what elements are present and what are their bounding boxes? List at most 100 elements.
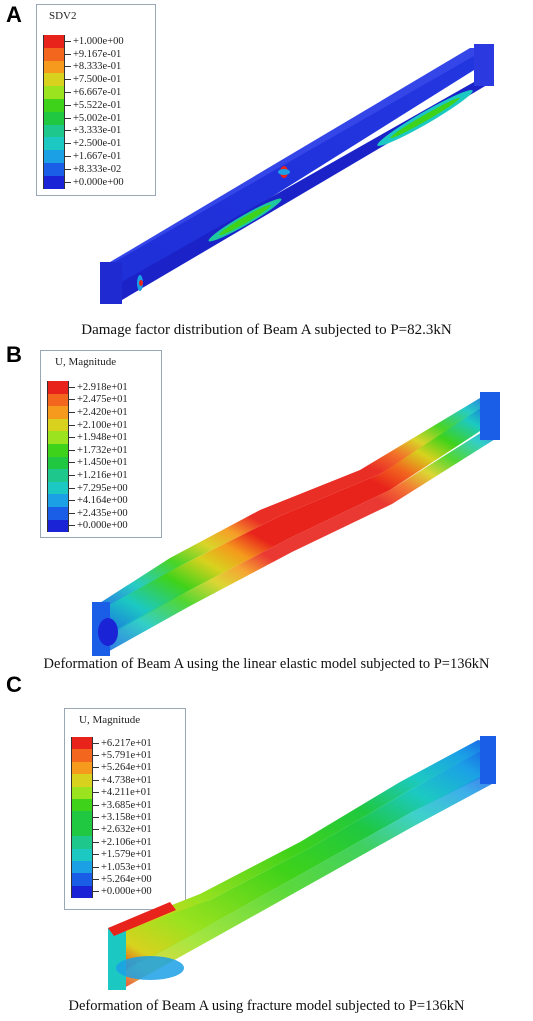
legend-swatch bbox=[71, 861, 93, 874]
legend-swatch bbox=[71, 836, 93, 849]
legend-tick bbox=[65, 156, 71, 158]
legend-swatch bbox=[71, 873, 93, 886]
legend-swatch bbox=[71, 774, 93, 787]
legend-row: +5.002e-01 bbox=[43, 111, 122, 125]
legend-box: SDV2 +1.000e+00 +9.167e-01 +8.333e-01 +7.50… bbox=[36, 4, 156, 196]
legend-tick bbox=[93, 891, 99, 893]
legend-tick bbox=[65, 168, 71, 170]
legend-swatch bbox=[43, 47, 65, 61]
legend-row: +5.522e-01 bbox=[43, 99, 121, 112]
legend-row: +5.791e+01 bbox=[71, 749, 152, 762]
legend-row: +1.579e+01 bbox=[71, 848, 152, 861]
legend-swatch bbox=[43, 73, 65, 87]
legend-value: +8.333e-02 bbox=[73, 163, 122, 175]
legend-row: +4.211e+01 bbox=[71, 786, 152, 799]
legend-value: +6.217e+01 bbox=[101, 737, 152, 749]
legend-tick bbox=[65, 92, 71, 94]
legend-row: +2.918e+01 bbox=[47, 381, 128, 394]
legend-value: +4.211e+01 bbox=[101, 787, 152, 799]
legend-row: +1.053e+01 bbox=[71, 861, 152, 874]
legend-row: +5.264e+00 bbox=[71, 873, 152, 886]
legend-value: +2.500e-01 bbox=[73, 138, 122, 150]
legend-value: +1.000e+00 bbox=[73, 35, 124, 47]
legend-value: +2.100e+01 bbox=[77, 419, 128, 431]
legend-tick bbox=[93, 817, 99, 819]
legend-row: +1.450e+01 bbox=[47, 456, 128, 470]
caption: Damage factor distribution of Beam A sub… bbox=[81, 322, 452, 338]
legend-swatch bbox=[43, 111, 65, 125]
legend-row: +1.732e+01 bbox=[47, 444, 128, 457]
legend-tick bbox=[69, 437, 75, 439]
legend-swatch bbox=[71, 749, 93, 762]
legend-tick bbox=[93, 866, 99, 868]
legend-value: +3.158e+01 bbox=[101, 812, 152, 824]
beam-web bbox=[104, 56, 490, 292]
legend-row: +3.333e-01 bbox=[43, 124, 122, 138]
legend-value: +1.667e-01 bbox=[73, 151, 122, 163]
legend-row: +7.295e+00 bbox=[47, 481, 128, 495]
legend-tick bbox=[65, 181, 71, 183]
legend-value: +6.667e-01 bbox=[73, 87, 122, 99]
legend-value: +2.632e+01 bbox=[101, 824, 152, 836]
legend-value: +3.333e-01 bbox=[73, 125, 122, 137]
beam-bottom-flange bbox=[120, 772, 492, 988]
legend-row: +2.106e+01 bbox=[71, 836, 152, 849]
legend-swatch bbox=[43, 99, 65, 112]
legend-tick bbox=[93, 854, 99, 856]
legend-value: +5.264e+00 bbox=[101, 874, 152, 886]
beam-top-flange bbox=[108, 740, 494, 934]
legend-swatch bbox=[71, 811, 93, 824]
legend-value: +1.579e+01 bbox=[101, 849, 152, 861]
legend-swatch bbox=[71, 737, 93, 750]
legend-swatch bbox=[47, 469, 69, 482]
panel-letter: B bbox=[6, 342, 22, 367]
legend-swatch bbox=[71, 823, 93, 837]
legend-row: +5.264e+01 bbox=[71, 761, 152, 775]
legend-row: +4.738e+01 bbox=[71, 774, 152, 787]
legend-row: +2.632e+01 bbox=[71, 823, 152, 837]
legend-tick bbox=[69, 487, 75, 489]
legend-swatch bbox=[47, 393, 69, 407]
legend-row: +1.667e-01 bbox=[43, 150, 121, 163]
legend-swatch bbox=[47, 381, 69, 394]
legend-swatch bbox=[47, 418, 69, 432]
legend-tick bbox=[93, 792, 99, 794]
legend-value: +5.002e-01 bbox=[73, 112, 122, 124]
panel-b: B U, Magnitude +2.918e+01 +2.475e+01 +2.42… bbox=[0, 340, 533, 680]
legend-tick bbox=[69, 411, 75, 413]
legend-value: +2.918e+01 bbox=[77, 381, 128, 393]
legend-row: +1.948e+01 bbox=[47, 431, 128, 444]
panel-a: A SDV2 +1.000e+00 +9.167e-01 +8.333e-01 +7.… bbox=[0, 0, 533, 350]
legend-box: U, Magnitude +6.217e+01 +5.791e+01 +5.264e… bbox=[64, 708, 186, 910]
legend-value: +3.685e+01 bbox=[101, 799, 152, 811]
legend-tick bbox=[65, 66, 71, 68]
legend-swatch bbox=[71, 848, 93, 861]
legend-value: +2.420e+01 bbox=[77, 406, 128, 418]
legend-tick bbox=[65, 53, 71, 55]
legend-tick bbox=[69, 449, 75, 451]
legend-value: +1.216e+01 bbox=[77, 469, 128, 481]
beam-a-render bbox=[100, 44, 494, 304]
legend-tick bbox=[65, 79, 71, 81]
legend-tick bbox=[65, 130, 71, 132]
legend-swatch bbox=[43, 175, 65, 189]
legend-tick bbox=[93, 779, 99, 781]
legend-row: +2.475e+01 bbox=[47, 393, 128, 407]
legend-tick bbox=[69, 399, 75, 401]
legend-swatch bbox=[47, 494, 69, 507]
legend-title: U, Magnitude bbox=[55, 356, 117, 368]
beam-bottom-flange bbox=[100, 422, 500, 654]
legend-swatch bbox=[47, 519, 69, 533]
legend-tick bbox=[69, 386, 75, 388]
legend-row: +0.000e+00 bbox=[43, 175, 124, 189]
legend-swatch bbox=[47, 481, 69, 495]
legend-swatch bbox=[43, 163, 65, 176]
legend-row: +1.216e+01 bbox=[47, 469, 128, 482]
legend-value: +5.791e+01 bbox=[101, 750, 152, 762]
beam-c-render bbox=[108, 736, 496, 990]
legend-row: +2.420e+01 bbox=[47, 406, 128, 419]
legend-value: +5.264e+01 bbox=[101, 762, 152, 774]
legend-value: +1.732e+01 bbox=[77, 444, 128, 456]
legend-tick bbox=[69, 512, 75, 514]
panel-c: C U, Magnitude +6.217e+01 +5.791e+01 +5.26… bbox=[0, 672, 533, 1021]
